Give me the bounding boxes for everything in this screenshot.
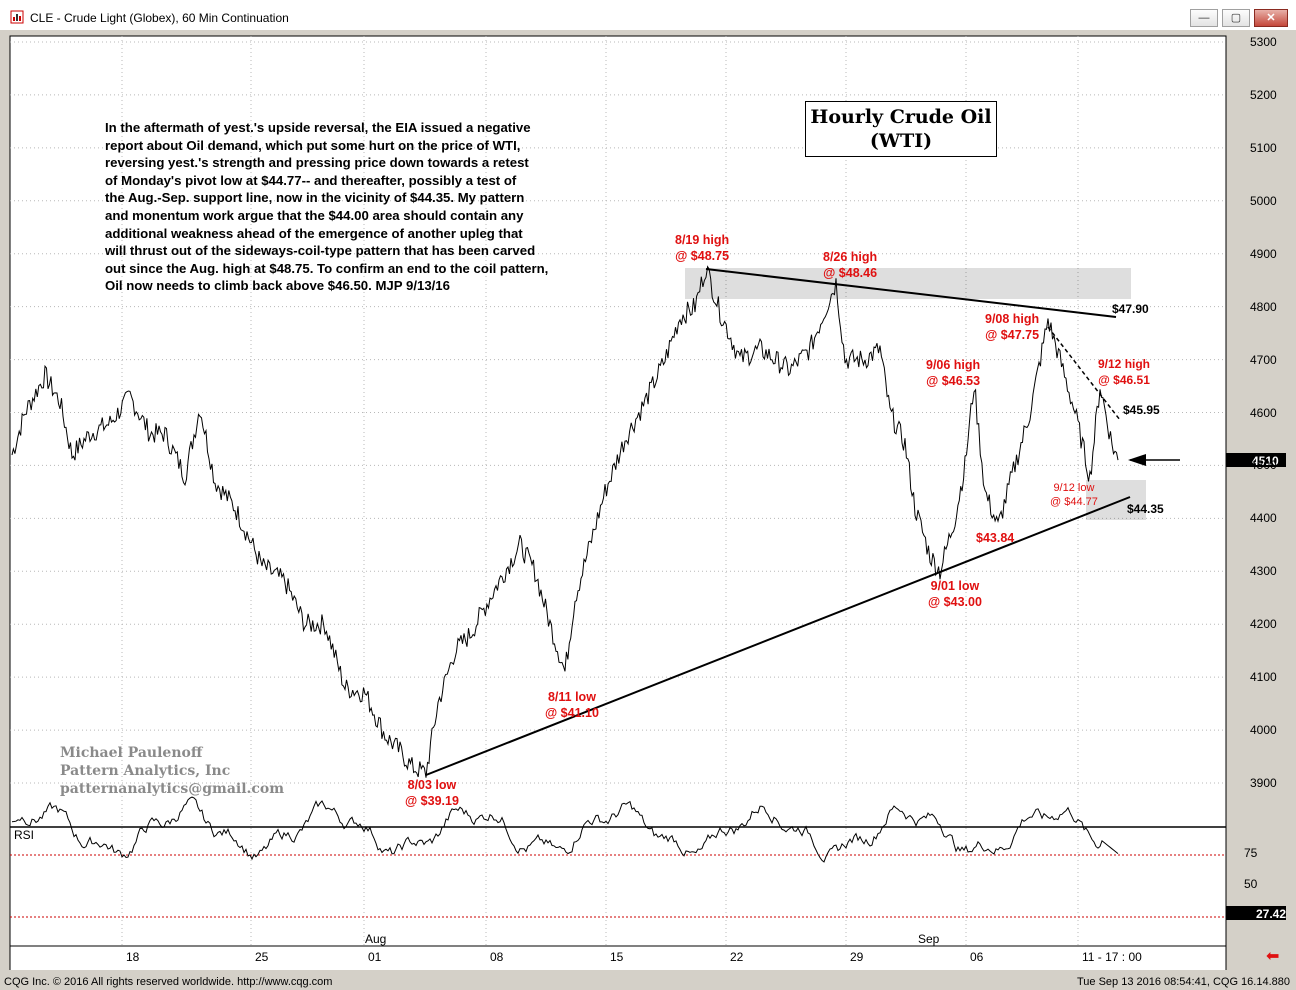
last-price-box [1226, 453, 1286, 467]
price-tick-label: 5200 [1250, 87, 1277, 102]
author-watermark: Michael Paulenoff Pattern Analytics, Inc… [60, 744, 284, 798]
price-tick-label: 4100 [1250, 670, 1277, 685]
window-title: CLE - Crude Light (Globex), 60 Min Conti… [30, 11, 289, 25]
annotation-aug11-low: 8/11 low @ $41.10 [545, 690, 599, 720]
price-tick-label: 4200 [1250, 617, 1277, 632]
price-gridlines [10, 41, 1226, 784]
commentary-line: report about Oil demand, which put some … [105, 137, 521, 153]
level-label-4790: $47.90 [1112, 302, 1149, 316]
month-tick-label: Aug [365, 932, 387, 946]
annotation-sep12-low: 9/12 low @ $44.77 [1050, 482, 1098, 508]
footer-copyright: CQG Inc. © 2016 All rights reserved worl… [4, 976, 333, 988]
author-email: patternanalytics@gmail.com [60, 781, 285, 797]
level-label-4435: $44.35 [1127, 502, 1164, 516]
price-tick-label: 4000 [1250, 723, 1277, 738]
annotation-4384-pivot: $43.84 [976, 531, 1015, 545]
close-button[interactable]: ✕ [1254, 9, 1288, 27]
author-name: Michael Paulenoff [60, 745, 203, 761]
price-tick-label: 4400 [1250, 511, 1277, 526]
footer-timestamp: Tue Sep 13 2016 08:54:41, CQG 16.14.880 [1076, 976, 1290, 988]
price-tick-label: 4600 [1250, 405, 1277, 420]
day-tick-label: 01 [368, 950, 382, 964]
cqg-app-icon [10, 10, 24, 24]
maximize-button[interactable]: ▢ [1222, 9, 1250, 27]
day-tick-label: 29 [850, 950, 864, 964]
price-series-line [11, 265, 1119, 778]
annotation-aug19-high: 8/19 high @ $48.75 [675, 233, 730, 263]
annotation-sep06-high: 9/06 high @ $46.53 [926, 358, 981, 388]
price-tick-label: 4500 [1250, 458, 1277, 473]
chart-title-line1: Hourly Crude Oil [810, 106, 992, 128]
day-tick-label: 18 [126, 950, 140, 964]
commentary-line: Oil now needs to climb back above $46.50… [105, 278, 450, 294]
commentary-line: of Monday's pivot low at $44.77-- and th… [105, 172, 517, 188]
commentary-line: In the aftermath of yest.'s upside rever… [105, 120, 531, 135]
commentary-line: the Aug.-Sep. support line, now in the v… [105, 190, 525, 206]
author-company: Pattern Analytics, Inc [60, 763, 231, 779]
day-tick-label: 15 [610, 950, 624, 964]
commentary-line: will thrust out of the sideways-coil-typ… [105, 243, 536, 259]
day-tick-label: 11 - 17 : 00 [1082, 950, 1142, 964]
commentary-line: additional weakness ahead of the emergen… [105, 225, 523, 241]
analysis-commentary: In the aftermath of yest.'s upside rever… [105, 119, 625, 295]
rsi-panel-label: RSI [14, 828, 35, 842]
current-price-arrow-icon [1128, 454, 1146, 466]
sep-downtrend-line [1047, 326, 1121, 421]
last-price-label: 4510 [1252, 454, 1279, 468]
price-tick-label: 4300 [1250, 564, 1277, 579]
rsi-last-label: 27.42 [1256, 907, 1287, 921]
annotation-sep08-high: 9/08 high @ $47.75 [985, 312, 1040, 342]
rsi-series-line [11, 796, 1119, 863]
commentary-line: reversing yest.'s strength and pressing … [105, 155, 529, 171]
rsi-last-box [1226, 906, 1286, 920]
minimize-button[interactable]: — [1190, 9, 1218, 27]
annotation-aug26-high: 8/26 high @ $48.46 [823, 250, 878, 280]
support-zone [1086, 480, 1146, 520]
chart-title: Hourly Crude Oil (WTI) [805, 101, 997, 157]
annotation-sep12-high: 9/12 high @ $46.51 [1098, 357, 1151, 387]
day-tick-label: 22 [730, 950, 744, 964]
chart-title-line2: (WTI) [869, 130, 933, 152]
level-label-4595: $45.95 [1123, 403, 1160, 417]
day-tick-label: 25 [255, 950, 269, 964]
price-tick-label: 3900 [1250, 776, 1277, 790]
day-tick-label: 08 [490, 950, 504, 964]
annotation-sep01-low: 9/01 low @ $43.00 [928, 579, 982, 609]
rsi-tick-50: 50 [1244, 877, 1258, 891]
chart-area[interactable] [0, 30, 1296, 970]
price-tick-label: 4800 [1250, 299, 1277, 314]
resistance-zone [685, 268, 1131, 299]
price-tick-label: 4900 [1250, 246, 1277, 261]
price-tick-label: 5100 [1250, 140, 1277, 155]
support-trendline [425, 496, 1131, 776]
day-tick-label: 06 [970, 950, 984, 964]
price-tick-label: 5000 [1250, 193, 1277, 208]
price-tick-label: 5300 [1250, 35, 1277, 49]
rsi-tick-75: 75 [1244, 846, 1258, 860]
resistance-trendline [705, 268, 1117, 318]
scroll-left-arrow-icon[interactable]: ⬅ [1266, 948, 1280, 965]
price-tick-label: 4700 [1250, 352, 1277, 367]
commentary-line: out since the Aug. high at $48.75. To co… [105, 260, 549, 276]
commentary-line: and monentum work argue that the $44.00 … [105, 207, 524, 223]
annotation-aug03-low: 8/03 low @ $39.19 [405, 778, 459, 808]
month-tick-label: Sep [918, 932, 940, 946]
